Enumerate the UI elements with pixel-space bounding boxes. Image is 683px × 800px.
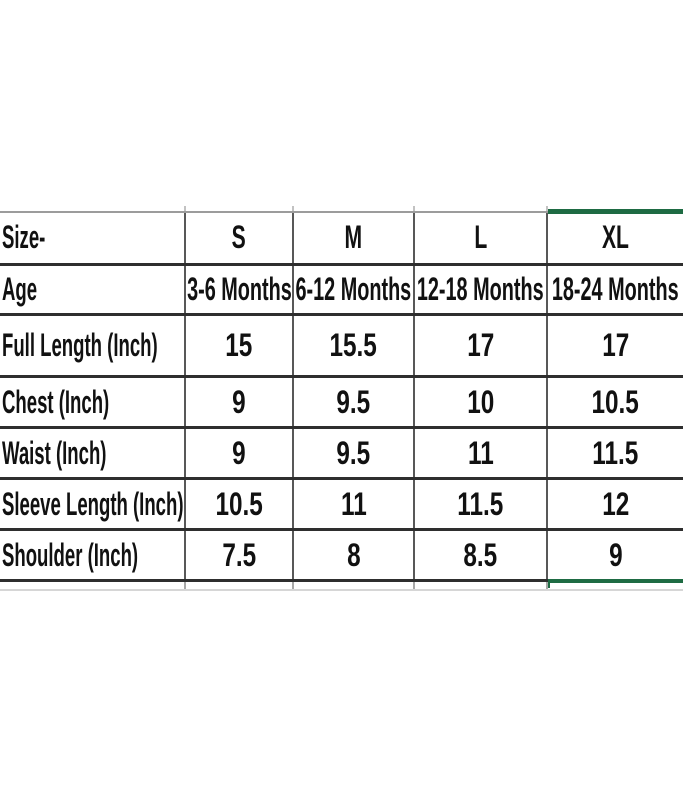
table-row-waist: Waist (Inch) 9 9.5 11 11.5 [0, 429, 683, 480]
waist-cell-m: 9.5 [294, 429, 415, 477]
age-m-text: 6-12 Months [295, 271, 412, 307]
header-cell-size-s: S [186, 212, 294, 263]
xl-column-selection-top-border [548, 209, 683, 214]
chest-m-text: 9.5 [336, 383, 371, 420]
sleeve-length-l-text: 11.5 [457, 485, 504, 522]
gridline-stub-above-2 [292, 206, 294, 211]
gridline-stub-above-4 [546, 206, 548, 211]
full-length-cell-l: 17 [415, 316, 548, 375]
waist-label-text: Waist (Inch) [2, 434, 107, 471]
sleeve-length-cell-xl: 12 [548, 480, 683, 528]
waist-cell-l: 11 [415, 429, 548, 477]
sleeve-length-xl-text: 12 [601, 485, 630, 522]
sleeve-length-cell-m: 11 [294, 480, 415, 528]
size-s-text: S [231, 219, 247, 255]
waist-xl-text: 11.5 [592, 434, 639, 471]
gridline-stub-below-1 [184, 582, 186, 590]
full-length-s-text: 15 [225, 327, 253, 363]
size-chart-table: Size- S M L XL Age 3-6 Months 6-12 Month… [0, 212, 683, 582]
sleeve-length-cell-s: 10.5 [186, 480, 294, 528]
row-label-shoulder: Shoulder (Inch) [0, 531, 186, 579]
sleeve-length-m-text: 11 [340, 485, 367, 522]
chest-s-text: 9 [232, 383, 246, 420]
shoulder-label-text: Shoulder (Inch) [2, 536, 139, 573]
shoulder-l-text: 8.5 [463, 536, 498, 573]
full-length-xl-text: 17 [601, 327, 630, 363]
full-length-cell-s: 15 [186, 316, 294, 375]
chest-cell-xl: 10.5 [548, 378, 683, 426]
sleeve-length-s-text: 10.5 [215, 485, 263, 522]
chest-cell-m: 9.5 [294, 378, 415, 426]
shoulder-cell-m: 8 [294, 531, 415, 579]
row-label-waist: Waist (Inch) [0, 429, 186, 477]
shoulder-cell-s: 7.5 [186, 531, 294, 579]
chest-cell-l: 10 [415, 378, 548, 426]
shoulder-xl-text: 9 [608, 536, 623, 573]
gridline-stub-above-3 [413, 206, 415, 211]
table-top-border-line [0, 211, 683, 213]
waist-cell-s: 9 [186, 429, 294, 477]
faint-bottom-gridline [0, 589, 683, 591]
table-row-chest: Chest (Inch) 9 9.5 10 10.5 [0, 378, 683, 429]
chest-xl-text: 10.5 [591, 383, 640, 420]
shoulder-s-text: 7.5 [222, 536, 256, 573]
age-l-text: 12-18 Months [417, 271, 544, 307]
table-row-sleeve-length: Sleeve Length (Inch) 10.5 11 11.5 12 [0, 480, 683, 531]
waist-cell-xl: 11.5 [548, 429, 683, 477]
xl-column-selection-bottom-border [548, 579, 683, 583]
size-m-text: M [344, 219, 363, 255]
row-label-full-length: Full Length (Inch) [0, 316, 186, 375]
gridline-stub-below-3 [413, 582, 415, 590]
full-length-cell-xl: 17 [548, 316, 683, 375]
header-cell-size-l: L [415, 212, 548, 263]
shoulder-cell-l: 8.5 [415, 531, 548, 579]
size-l-text: L [474, 219, 487, 255]
waist-m-text: 9.5 [336, 434, 371, 471]
age-cell-l: 12-18 Months [415, 266, 548, 313]
age-cell-m: 6-12 Months [294, 266, 415, 313]
chest-l-text: 10 [466, 383, 495, 420]
table-row-age: Age 3-6 Months 6-12 Months 12-18 Months … [0, 266, 683, 316]
size-label-text: Size- [2, 219, 46, 255]
sleeve-length-cell-l: 11.5 [415, 480, 548, 528]
age-cell-s: 3-6 Months [186, 266, 294, 313]
full-length-l-text: 17 [466, 327, 495, 363]
chest-cell-s: 9 [186, 378, 294, 426]
shoulder-m-text: 8 [346, 536, 361, 573]
full-length-m-text: 15.5 [329, 327, 378, 363]
row-label-sleeve-length: Sleeve Length (Inch) [0, 480, 186, 528]
row-label-age: Age [0, 266, 186, 313]
table-row-shoulder: Shoulder (Inch) 7.5 8 8.5 9 [0, 531, 683, 582]
age-s-text: 3-6 Months [186, 271, 292, 307]
header-cell-size-xl: XL [548, 212, 683, 263]
age-xl-text: 18-24 Months [552, 271, 679, 307]
gridline-stub-above-1 [184, 206, 186, 211]
header-cell-size-label: Size- [0, 212, 186, 263]
chest-label-text: Chest (Inch) [2, 383, 110, 420]
size-xl-text: XL [601, 219, 629, 255]
xl-selection-stub-below [547, 582, 550, 588]
full-length-label-text: Full Length (Inch) [2, 327, 158, 363]
age-label-text: Age [2, 271, 38, 307]
age-cell-xl: 18-24 Months [548, 266, 683, 313]
sleeve-length-label-text: Sleeve Length (Inch) [2, 485, 184, 522]
waist-l-text: 11 [467, 434, 494, 471]
table-row-full-length: Full Length (Inch) 15 15.5 17 17 [0, 316, 683, 378]
shoulder-cell-xl: 9 [548, 531, 683, 579]
gridline-stub-below-2 [292, 582, 294, 590]
header-cell-size-m: M [294, 212, 415, 263]
gridline-stub-below-4 [546, 582, 548, 590]
table-row-header: Size- S M L XL [0, 212, 683, 266]
full-length-cell-m: 15.5 [294, 316, 415, 375]
waist-s-text: 9 [232, 434, 246, 471]
row-label-chest: Chest (Inch) [0, 378, 186, 426]
